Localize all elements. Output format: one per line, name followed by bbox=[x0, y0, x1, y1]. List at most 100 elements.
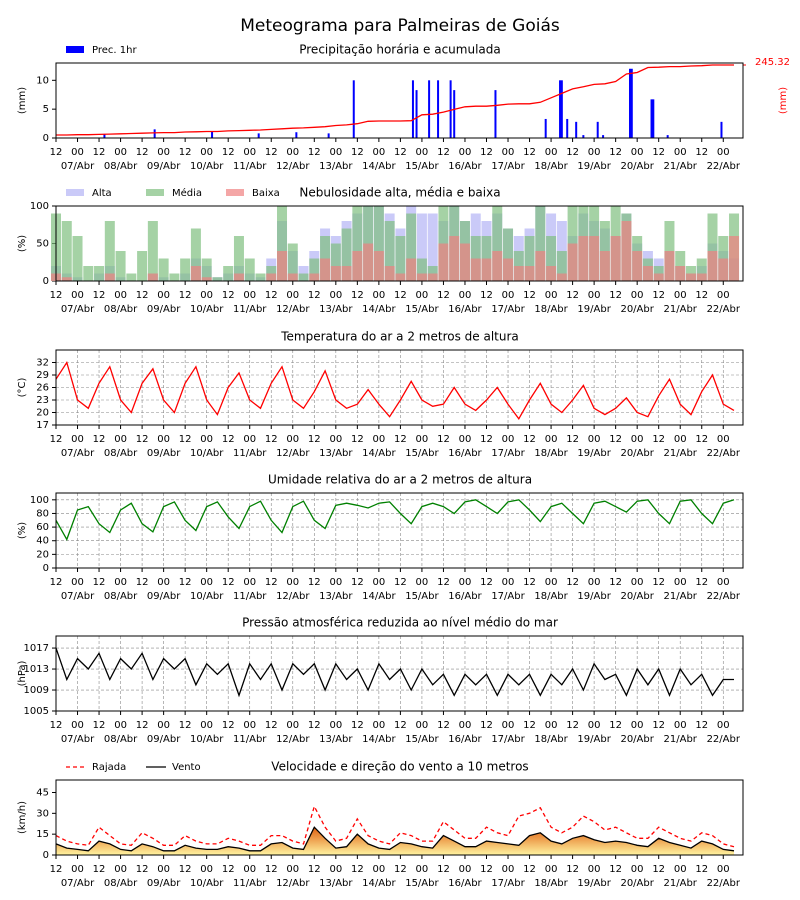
x-tick-label: 12 bbox=[652, 290, 665, 301]
y-tick-label: 1005 bbox=[24, 706, 49, 717]
bar bbox=[287, 243, 298, 281]
bar bbox=[642, 266, 653, 281]
bar bbox=[596, 121, 599, 138]
bar bbox=[212, 277, 223, 281]
bar bbox=[266, 273, 277, 281]
x-tick-label: 12 bbox=[437, 290, 450, 301]
y-tick-label: 32 bbox=[36, 358, 49, 369]
bar bbox=[147, 221, 158, 281]
x-tick-label: 12 bbox=[50, 577, 63, 588]
x-tick-label: 12 bbox=[480, 720, 493, 731]
x-date-label: 15/Abr bbox=[405, 161, 439, 172]
bar bbox=[546, 236, 557, 281]
bar bbox=[137, 251, 148, 281]
bar bbox=[449, 80, 452, 138]
bar bbox=[685, 273, 696, 281]
bar bbox=[373, 251, 384, 281]
x-tick-label: 00 bbox=[286, 864, 299, 875]
series-line bbox=[55, 647, 734, 698]
x-tick-label: 12 bbox=[308, 434, 321, 445]
x-tick-label: 12 bbox=[93, 147, 106, 158]
bar bbox=[104, 273, 115, 281]
legend-swatch bbox=[146, 189, 164, 196]
x-tick-label: 00 bbox=[459, 577, 472, 588]
y-tick-label: 100 bbox=[30, 495, 49, 506]
x-date-label: 21/Abr bbox=[664, 878, 698, 889]
x-date-label: 12/Abr bbox=[276, 591, 310, 602]
x-date-label: 12/Abr bbox=[276, 734, 310, 745]
x-date-label: 12/Abr bbox=[276, 304, 310, 315]
x-tick-label: 00 bbox=[588, 147, 601, 158]
bar bbox=[546, 266, 557, 281]
x-tick-label: 12 bbox=[50, 720, 63, 731]
bar bbox=[341, 266, 352, 281]
x-tick-label: 12 bbox=[179, 147, 192, 158]
x-tick-label: 00 bbox=[416, 720, 429, 731]
x-tick-label: 00 bbox=[416, 577, 429, 588]
x-tick-label: 12 bbox=[652, 720, 665, 731]
legend-swatch bbox=[66, 46, 84, 53]
x-date-label: 18/Abr bbox=[534, 591, 568, 602]
y-tick-label: 20 bbox=[36, 408, 49, 419]
x-date-label: 19/Abr bbox=[577, 878, 611, 889]
x-date-label: 10/Abr bbox=[190, 878, 224, 889]
x-tick-label: 00 bbox=[674, 720, 687, 731]
x-tick-label: 12 bbox=[222, 720, 235, 731]
bar bbox=[416, 258, 427, 281]
plot-frame bbox=[55, 492, 744, 569]
x-date-label: 20/Abr bbox=[620, 734, 654, 745]
x-tick-label: 00 bbox=[71, 434, 84, 445]
x-tick-label: 00 bbox=[502, 147, 515, 158]
x-tick-label: 00 bbox=[674, 864, 687, 875]
y-tick-label: 40 bbox=[36, 536, 49, 547]
x-tick-label: 12 bbox=[265, 720, 278, 731]
x-tick-label: 00 bbox=[157, 577, 170, 588]
x-tick-label: 12 bbox=[480, 147, 493, 158]
bar bbox=[589, 236, 600, 281]
x-tick-label: 12 bbox=[136, 720, 149, 731]
x-tick-label: 12 bbox=[179, 720, 192, 731]
bar bbox=[190, 228, 201, 281]
x-tick-label: 00 bbox=[459, 147, 472, 158]
plot-frame bbox=[55, 205, 744, 282]
x-tick-label: 00 bbox=[545, 577, 558, 588]
x-tick-label: 00 bbox=[674, 290, 687, 301]
bar bbox=[459, 243, 470, 281]
x-tick-label: 00 bbox=[157, 290, 170, 301]
x-date-label: 18/Abr bbox=[534, 878, 568, 889]
x-tick-label: 12 bbox=[437, 434, 450, 445]
bar bbox=[707, 213, 718, 281]
x-date-label: 17/Abr bbox=[491, 448, 525, 459]
x-tick-label: 00 bbox=[502, 434, 515, 445]
x-tick-label: 12 bbox=[566, 577, 579, 588]
x-tick-label: 00 bbox=[588, 290, 601, 301]
bar bbox=[560, 80, 563, 138]
x-tick-label: 12 bbox=[265, 864, 278, 875]
x-tick-label: 00 bbox=[631, 864, 644, 875]
plot-frame bbox=[55, 635, 744, 712]
legend-label: Prec. 1hr bbox=[92, 45, 137, 56]
x-tick-label: 12 bbox=[609, 577, 622, 588]
y-tick-label: 100 bbox=[30, 201, 49, 212]
x-tick-label: 00 bbox=[329, 290, 342, 301]
bar bbox=[575, 121, 578, 138]
bar bbox=[470, 258, 481, 281]
y-tick-label: 1013 bbox=[24, 664, 49, 675]
bar bbox=[201, 277, 212, 281]
bar bbox=[406, 213, 417, 281]
x-date-label: 14/Abr bbox=[362, 161, 396, 172]
y2-axis-label: (mm) bbox=[778, 87, 789, 114]
x-tick-label: 00 bbox=[416, 290, 429, 301]
x-tick-label: 12 bbox=[652, 147, 665, 158]
x-date-label: 10/Abr bbox=[190, 304, 224, 315]
x-date-label: 15/Abr bbox=[405, 734, 439, 745]
x-tick-label: 12 bbox=[50, 290, 63, 301]
x-date-label: 21/Abr bbox=[664, 161, 698, 172]
bar bbox=[556, 251, 567, 281]
x-date-label: 08/Abr bbox=[104, 304, 138, 315]
x-date-label: 08/Abr bbox=[104, 734, 138, 745]
x-tick-label: 12 bbox=[652, 577, 665, 588]
x-tick-label: 12 bbox=[308, 147, 321, 158]
x-tick-label: 00 bbox=[631, 290, 644, 301]
